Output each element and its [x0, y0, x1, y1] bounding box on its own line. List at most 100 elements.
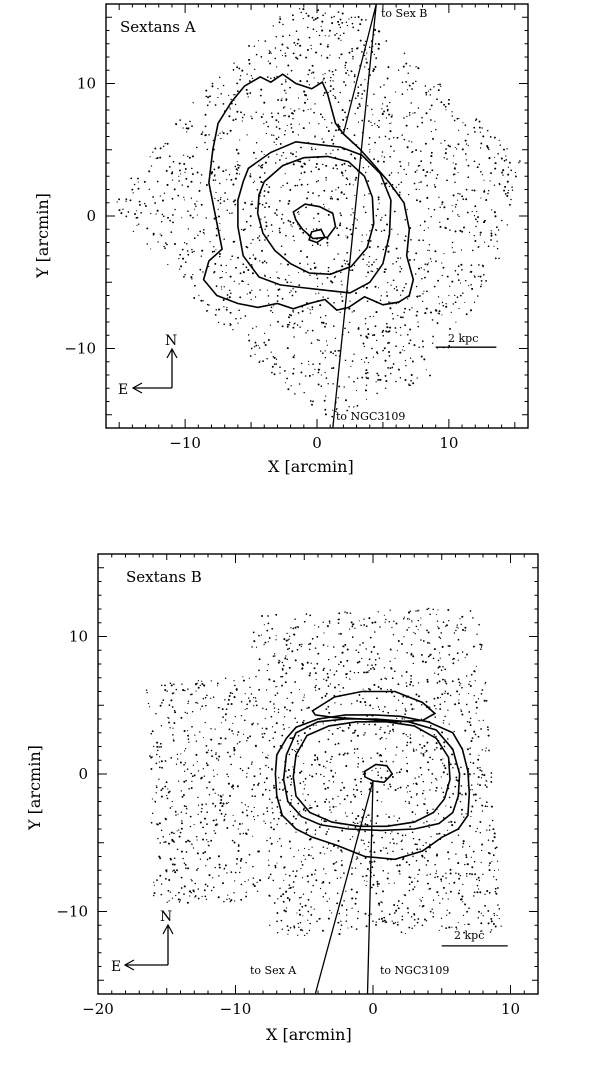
star-point [385, 330, 387, 332]
star-point [169, 219, 171, 222]
star-point [457, 638, 460, 641]
star-point [237, 163, 239, 166]
star-point [393, 620, 395, 623]
star-point [461, 269, 463, 271]
star-point [340, 877, 342, 879]
star-point [275, 686, 277, 688]
star-point [319, 887, 322, 890]
star-point [425, 700, 428, 703]
star-point [282, 184, 284, 187]
star-point [240, 229, 243, 231]
star-point [323, 399, 326, 402]
star-point [360, 83, 362, 86]
star-point [307, 109, 309, 111]
star-point [312, 228, 315, 230]
star-point [265, 764, 267, 767]
star-point [273, 305, 275, 307]
compass-e-a: E [118, 382, 128, 398]
star-point [464, 279, 467, 282]
star-point [362, 697, 364, 700]
star-point [194, 203, 196, 205]
star-point [337, 839, 340, 842]
star-point [479, 891, 482, 894]
star-point [225, 271, 227, 274]
star-point [372, 114, 374, 116]
star-point [346, 659, 349, 662]
star-point [255, 111, 257, 114]
star-point [425, 112, 428, 115]
star-point [195, 753, 198, 756]
star-point [309, 806, 312, 809]
star-point [143, 202, 146, 205]
star-point [415, 285, 418, 288]
star-point [442, 304, 445, 307]
star-point [405, 861, 408, 864]
star-point [493, 832, 496, 835]
star-point [387, 872, 389, 874]
star-point [354, 867, 357, 869]
star-point [328, 780, 330, 782]
star-point [293, 892, 296, 894]
star-point [164, 242, 167, 244]
star-point [184, 750, 186, 752]
star-point [384, 831, 387, 834]
star-point [322, 895, 325, 898]
star-point [480, 692, 483, 695]
star-point [270, 715, 273, 718]
star-point [401, 643, 403, 645]
star-point [251, 117, 253, 120]
star-point [349, 228, 352, 231]
star-point [272, 655, 275, 657]
star-point [210, 697, 212, 699]
star-point [341, 860, 343, 862]
star-point [371, 347, 373, 350]
star-point [302, 781, 305, 783]
star-point [425, 91, 428, 94]
star-point [321, 321, 323, 324]
star-point [312, 363, 314, 366]
star-point [274, 284, 276, 286]
star-point [410, 653, 413, 656]
star-point [401, 675, 403, 677]
star-point [458, 792, 462, 795]
star-point [241, 116, 244, 119]
star-point [507, 173, 510, 176]
star-point [432, 335, 434, 338]
star-point [289, 810, 292, 813]
star-point [244, 804, 247, 806]
star-point [382, 349, 384, 352]
star-point [177, 813, 179, 815]
star-point [374, 43, 377, 45]
star-point [149, 706, 151, 708]
star-point [294, 749, 296, 752]
star-point [474, 131, 476, 133]
star-point [455, 853, 457, 855]
star-point [326, 900, 328, 903]
star-point [401, 834, 404, 837]
star-point [351, 208, 353, 210]
star-point [305, 12, 308, 15]
star-point [461, 628, 465, 632]
star-point [357, 763, 360, 765]
star-point [216, 685, 219, 687]
star-point [403, 239, 406, 242]
star-point [473, 670, 476, 673]
star-point [292, 52, 295, 55]
star-point [263, 332, 266, 334]
star-point [399, 873, 401, 875]
star-point [251, 272, 254, 275]
star-point [260, 634, 262, 636]
star-point [475, 225, 477, 228]
star-point [452, 662, 455, 665]
star-point [346, 24, 349, 27]
star-point [367, 845, 369, 848]
star-point [183, 729, 186, 733]
star-point [200, 810, 203, 813]
star-point [373, 668, 376, 670]
star-point [292, 627, 295, 630]
star-point [248, 80, 251, 82]
star-point [349, 670, 352, 673]
star-point [397, 787, 399, 790]
star-point [185, 867, 187, 870]
star-point [179, 831, 182, 834]
